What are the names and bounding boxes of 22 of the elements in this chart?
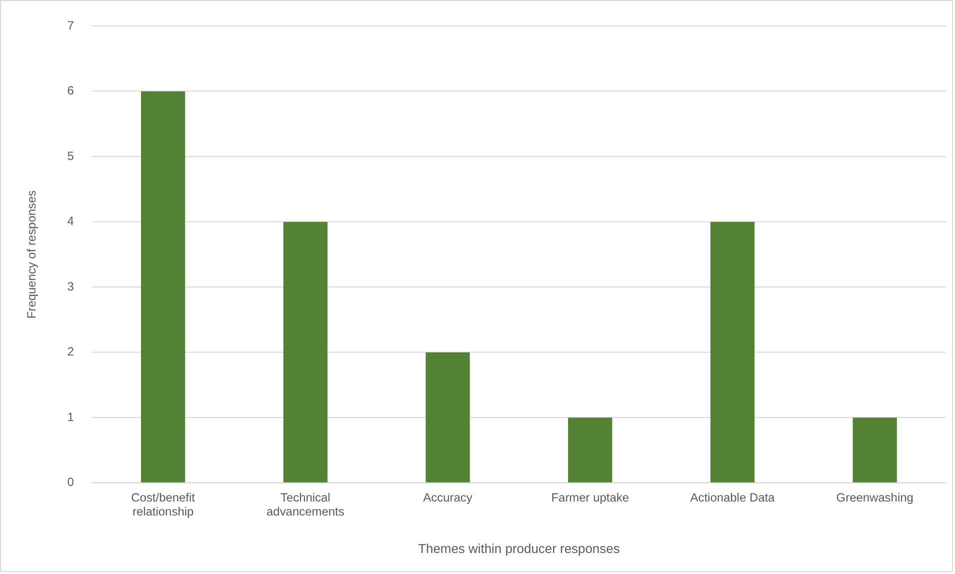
bar [568,418,612,482]
y-axis-title: Frequency of responses [24,190,38,319]
bar [852,418,897,482]
x-tick-label: Farmer uptake [551,490,630,504]
x-tick-label: Accuracy [423,490,472,504]
bar [426,352,470,482]
y-tick-label: 0 [67,475,74,490]
y-tick-label: 7 [67,18,74,32]
x-axis-title: Themes within producer responses [418,540,620,556]
x-tick-label: Cost/benefit relationship [131,490,196,519]
x-tick-label: Greenwashing [836,490,914,504]
bar [140,91,186,482]
x-tick-label: Technical advancements [266,490,344,519]
bar [710,222,755,482]
y-tick-label: 5 [67,148,74,163]
bar [283,222,328,482]
y-tick-label: 6 [67,84,74,98]
y-tick-label: 3 [67,279,74,294]
y-tick-label: 1 [67,410,74,424]
y-tick-label: 4 [67,214,74,228]
x-tick-label: Actionable Data [690,490,776,504]
y-tick-label: 2 [67,344,74,359]
